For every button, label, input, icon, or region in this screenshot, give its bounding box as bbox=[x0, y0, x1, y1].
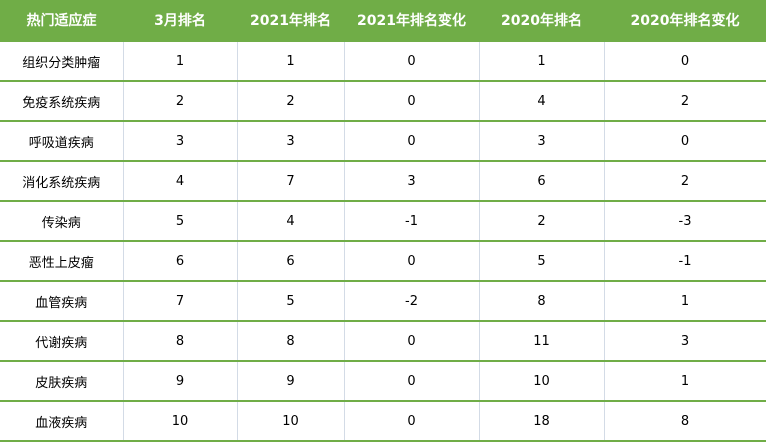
cell-change-2020: -3 bbox=[603, 201, 766, 242]
cell-rank-2020: 8 bbox=[478, 281, 604, 322]
cell-indication: 免疫系统疾病 bbox=[0, 81, 123, 122]
table-row: 呼吸道疾病 3 3 0 3 0 bbox=[0, 121, 766, 162]
cell-march-rank: 5 bbox=[122, 201, 237, 242]
cell-change-2021: 0 bbox=[343, 81, 479, 122]
cell-march-rank: 2 bbox=[122, 81, 237, 122]
cell-indication: 血管疾病 bbox=[0, 281, 123, 322]
cell-change-2020: 1 bbox=[603, 281, 766, 322]
column-header-change-2020: 2020年排名变化 bbox=[604, 0, 766, 42]
table-row: 组织分类肿瘤 1 1 0 1 0 bbox=[0, 41, 766, 82]
column-header-rank-2021: 2021年排名 bbox=[237, 0, 344, 42]
cell-rank-2020: 4 bbox=[478, 81, 604, 122]
cell-change-2020: 0 bbox=[603, 121, 766, 162]
cell-rank-2021: 2 bbox=[236, 81, 344, 122]
cell-rank-2020: 18 bbox=[478, 401, 604, 442]
cell-change-2021: 0 bbox=[343, 321, 479, 362]
column-header-change-2021: 2021年排名变化 bbox=[344, 0, 479, 42]
table-row: 传染病 5 4 -1 2 -3 bbox=[0, 201, 766, 242]
cell-change-2021: 0 bbox=[343, 361, 479, 402]
table-row: 皮肤疾病 9 9 0 10 1 bbox=[0, 361, 766, 402]
cell-change-2021: 0 bbox=[343, 41, 479, 82]
cell-indication: 传染病 bbox=[0, 201, 123, 242]
cell-rank-2021: 8 bbox=[236, 321, 344, 362]
cell-rank-2020: 1 bbox=[478, 41, 604, 82]
cell-change-2020: 1 bbox=[603, 361, 766, 402]
table-row: 消化系统疾病 4 7 3 6 2 bbox=[0, 161, 766, 202]
cell-change-2020: -1 bbox=[603, 241, 766, 282]
cell-indication: 代谢疾病 bbox=[0, 321, 123, 362]
cell-change-2020: 3 bbox=[603, 321, 766, 362]
cell-indication: 消化系统疾病 bbox=[0, 161, 123, 202]
header-row: 热门适应症 3月排名 2021年排名 2021年排名变化 2020年排名 2020年排名变… bbox=[0, 0, 766, 42]
cell-rank-2021: 10 bbox=[236, 401, 344, 442]
cell-rank-2020: 5 bbox=[478, 241, 604, 282]
cell-indication: 血液疾病 bbox=[0, 401, 123, 442]
cell-rank-2020: 2 bbox=[478, 201, 604, 242]
table-row: 代谢疾病 8 8 0 11 3 bbox=[0, 321, 766, 362]
cell-change-2021: -1 bbox=[343, 201, 479, 242]
cell-rank-2021: 5 bbox=[236, 281, 344, 322]
cell-change-2021: 3 bbox=[343, 161, 479, 202]
cell-rank-2020: 10 bbox=[478, 361, 604, 402]
cell-rank-2021: 7 bbox=[236, 161, 344, 202]
cell-change-2020: 0 bbox=[603, 41, 766, 82]
cell-change-2021: -2 bbox=[343, 281, 479, 322]
cell-change-2021: 0 bbox=[343, 121, 479, 162]
cell-change-2021: 0 bbox=[343, 241, 479, 282]
cell-indication: 恶性上皮瘤 bbox=[0, 241, 123, 282]
cell-indication: 皮肤疾病 bbox=[0, 361, 123, 402]
cell-march-rank: 1 bbox=[122, 41, 237, 82]
cell-rank-2020: 3 bbox=[478, 121, 604, 162]
cell-rank-2021: 3 bbox=[236, 121, 344, 162]
cell-rank-2021: 6 bbox=[236, 241, 344, 282]
cell-change-2020: 8 bbox=[603, 401, 766, 442]
cell-rank-2021: 9 bbox=[236, 361, 344, 402]
cell-march-rank: 9 bbox=[122, 361, 237, 402]
cell-march-rank: 8 bbox=[122, 321, 237, 362]
table-row: 免疫系统疾病 2 2 0 4 2 bbox=[0, 81, 766, 122]
cell-rank-2020: 6 bbox=[478, 161, 604, 202]
cell-march-rank: 4 bbox=[122, 161, 237, 202]
column-header-indication: 热门适应症 bbox=[0, 0, 123, 42]
cell-indication: 呼吸道疾病 bbox=[0, 121, 123, 162]
cell-rank-2020: 11 bbox=[478, 321, 604, 362]
cell-change-2020: 2 bbox=[603, 161, 766, 202]
table-row: 血液疾病 10 10 0 18 8 bbox=[0, 401, 766, 442]
cell-rank-2021: 1 bbox=[236, 41, 344, 82]
table-row: 恶性上皮瘤 6 6 0 5 -1 bbox=[0, 241, 766, 282]
column-header-rank-2020: 2020年排名 bbox=[479, 0, 604, 42]
cell-change-2021: 0 bbox=[343, 401, 479, 442]
cell-rank-2021: 4 bbox=[236, 201, 344, 242]
cell-change-2020: 2 bbox=[603, 81, 766, 122]
cell-march-rank: 7 bbox=[122, 281, 237, 322]
table-row: 血管疾病 7 5 -2 8 1 bbox=[0, 281, 766, 322]
cell-march-rank: 10 bbox=[122, 401, 237, 442]
cell-march-rank: 6 bbox=[122, 241, 237, 282]
cell-indication: 组织分类肿瘤 bbox=[0, 41, 123, 82]
column-header-march-rank: 3月排名 bbox=[123, 0, 237, 42]
cell-march-rank: 3 bbox=[122, 121, 237, 162]
